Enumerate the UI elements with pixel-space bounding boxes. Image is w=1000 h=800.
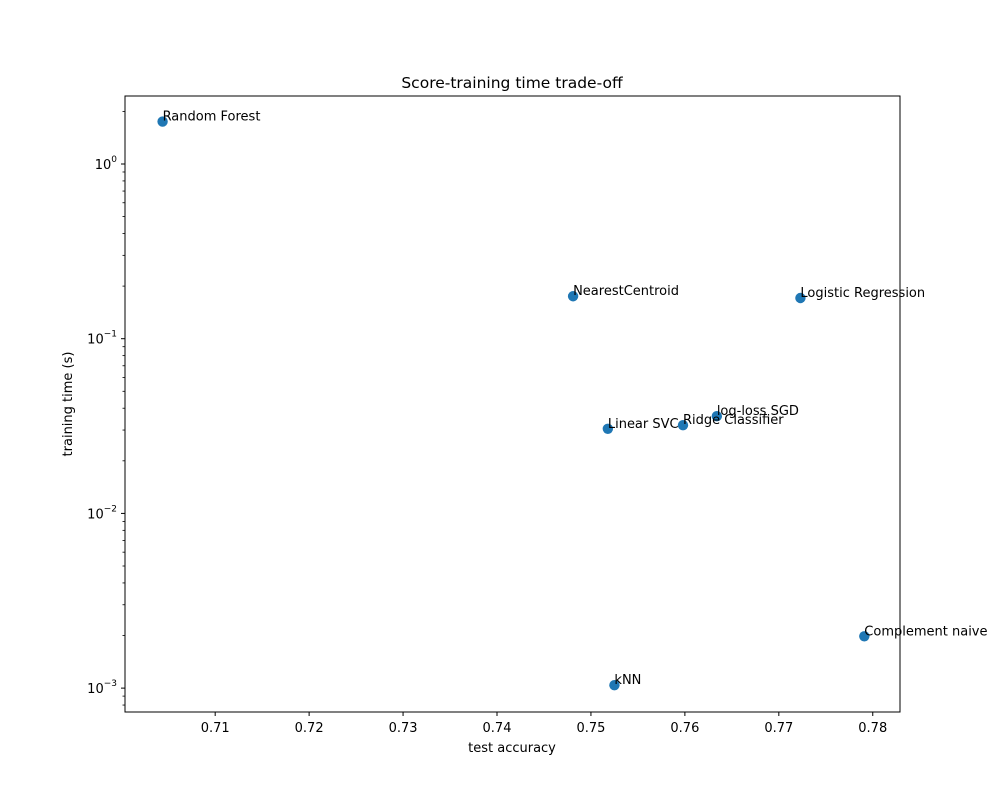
y-tick-label: 10−2	[87, 504, 117, 522]
x-tick-label: 0.73	[389, 721, 418, 736]
y-tick-label: 10−3	[87, 679, 117, 697]
x-tick-label: 0.74	[483, 721, 512, 736]
data-point	[711, 411, 723, 422]
x-tick-label: 0.78	[858, 721, 887, 736]
data-point	[602, 423, 614, 434]
point-label: Logistic Regression	[800, 286, 925, 301]
point-label: Complement naive	[864, 624, 987, 639]
data-point	[677, 419, 689, 431]
plot-area: 0.71 0.72 0.73 0.74 0.75 0.76 0.77 0.78 10−3 10−2…	[87, 110, 987, 736]
data-point	[567, 291, 579, 302]
data-point	[609, 679, 620, 691]
chart-title: Score-training time trade-off	[401, 74, 623, 92]
point-label: Random Forest	[163, 110, 261, 125]
point-label: log-loss SGD	[717, 404, 799, 419]
x-axis-label: test accuracy	[468, 741, 556, 756]
x-tick-label: 0.76	[670, 721, 699, 736]
x-tick-label: 0.75	[576, 721, 605, 736]
plot-frame	[124, 95, 901, 713]
x-tick-label: 0.71	[201, 721, 230, 736]
y-axis-label: training time (s)	[61, 352, 76, 457]
data-point	[795, 292, 806, 304]
y-tick-label: 10−1	[87, 330, 117, 348]
x-tick-label: 0.72	[295, 721, 324, 736]
point-label: NearestCentroid	[573, 284, 679, 299]
x-tick-label: 0.77	[764, 721, 793, 736]
y-tick-label: 100	[95, 155, 118, 173]
data-point	[859, 631, 870, 642]
point-label: Ridge Classifier	[683, 413, 784, 428]
point-label: kNN	[614, 673, 641, 688]
data-point	[157, 116, 168, 127]
point-label: Linear SVC	[608, 417, 679, 432]
